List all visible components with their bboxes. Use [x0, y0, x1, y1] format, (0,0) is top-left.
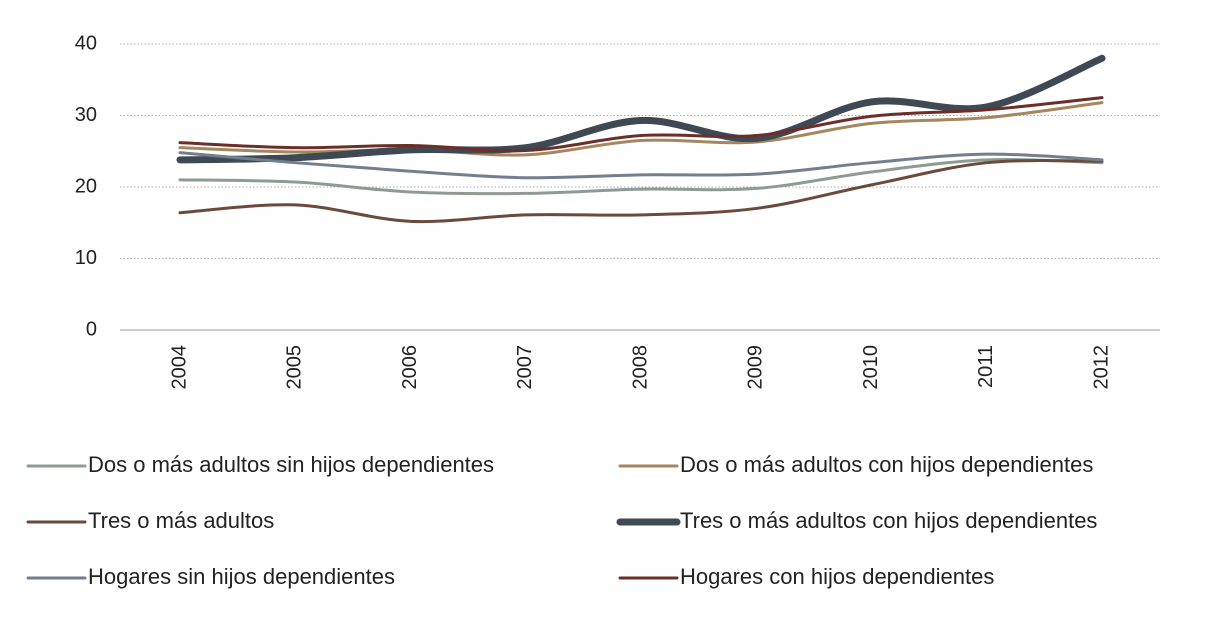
y-tick-label: 30	[75, 104, 97, 126]
x-tick-label: 2009	[745, 345, 767, 390]
legend-label: Hogares sin hijos dependientes	[88, 564, 395, 589]
series-line	[178, 157, 1104, 196]
x-tick-label: 2011	[975, 345, 997, 388]
series-line	[178, 151, 1104, 180]
series-line	[178, 159, 1104, 224]
x-tick-label: 2012	[1090, 345, 1112, 390]
x-tick-label: 2008	[629, 345, 651, 390]
x-tick-label: 2007	[514, 345, 536, 390]
y-tick-label: 10	[75, 247, 97, 269]
y-tick-label: 20	[75, 175, 97, 197]
series-line	[176, 54, 1106, 164]
x-tick-label: 2006	[399, 345, 421, 390]
x-tick-label: 2005	[284, 345, 306, 390]
x-tick-label: 2004	[168, 345, 190, 390]
legend-label: Tres o más adultos	[88, 508, 274, 533]
legend-label: Dos o más adultos sin hijos dependientes	[88, 452, 494, 477]
x-tick-label: 2010	[860, 345, 882, 390]
y-tick-label: 0	[86, 318, 97, 340]
legend-label: Hogares con hijos dependientes	[680, 564, 994, 589]
legend-label: Dos o más adultos con hijos dependientes	[680, 452, 1093, 477]
legend-label: Tres o más adultos con hijos dependiente…	[680, 508, 1097, 533]
series-line	[178, 96, 1104, 153]
y-tick-label: 40	[75, 32, 97, 54]
series-line	[178, 101, 1104, 157]
